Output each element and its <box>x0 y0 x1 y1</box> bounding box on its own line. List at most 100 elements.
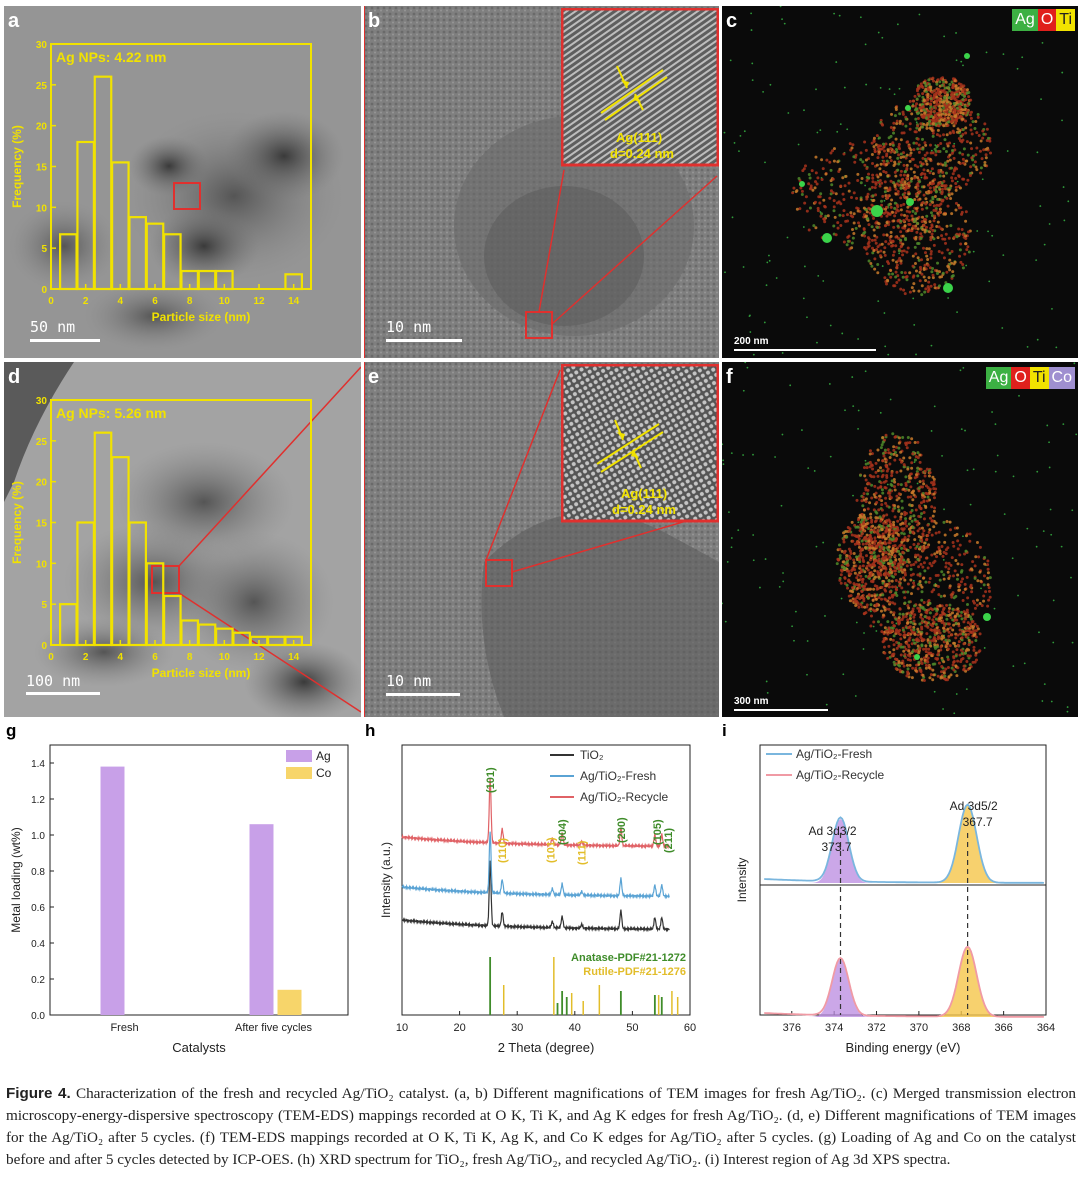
eds-dot <box>923 290 927 294</box>
eds-dot <box>922 122 926 126</box>
eds-dot <box>878 515 882 519</box>
eds-dot <box>1067 200 1070 203</box>
eds-dot <box>958 105 962 109</box>
eds-dot <box>892 448 896 452</box>
eds-dot <box>873 495 877 499</box>
eds-dot <box>916 147 920 151</box>
eds-dot <box>889 234 893 238</box>
eds-dot <box>860 590 864 594</box>
eds-dot <box>906 229 910 233</box>
eds-dot <box>862 597 866 601</box>
eds-dot <box>974 555 978 559</box>
eds-dot <box>913 219 917 223</box>
eds-dot <box>881 36 884 39</box>
eds-dot <box>893 602 897 606</box>
eds-dot <box>878 184 882 188</box>
eds-dot <box>858 565 862 569</box>
eds-dot <box>929 211 933 215</box>
eds-dot <box>942 626 946 630</box>
eds-dot <box>938 122 942 126</box>
eds-dot <box>829 179 833 183</box>
eds-dot <box>905 674 909 678</box>
eds-dot <box>842 152 846 156</box>
eds-dot <box>916 633 920 637</box>
eds-dot <box>880 122 884 126</box>
eds-dot <box>870 452 874 456</box>
eds-dot <box>947 103 951 107</box>
eds-dot <box>871 199 875 203</box>
eds-dot <box>921 228 925 232</box>
eds-dot <box>922 529 926 533</box>
eds-dot <box>928 516 932 520</box>
eds-dot <box>938 134 942 138</box>
eds-dot <box>946 655 950 659</box>
panel-c: c Ag O Ti 200 nm <box>722 6 1078 358</box>
eds-dot <box>894 187 898 191</box>
eds-dot <box>931 276 935 280</box>
eds-dot <box>977 555 981 559</box>
eds-dot <box>945 270 949 274</box>
eds-dot <box>842 540 846 544</box>
eds-dot <box>863 632 865 634</box>
eds-dot <box>897 153 901 157</box>
eds-dot <box>955 526 959 530</box>
eds-dot <box>962 610 966 614</box>
eds-dot <box>966 621 970 625</box>
eds-dot <box>966 632 970 636</box>
panel-label-h: h <box>365 721 376 740</box>
eds-dot <box>801 429 803 431</box>
eds-dot <box>842 537 846 541</box>
eds-dot <box>913 324 916 326</box>
eds-dot <box>968 173 972 177</box>
eds-dot <box>890 474 894 478</box>
eds-dot <box>965 659 969 663</box>
eds-dot <box>896 259 900 263</box>
eds-dot <box>976 230 979 232</box>
eds-dot <box>939 227 943 231</box>
eds-dot <box>961 577 965 581</box>
eds-dot <box>926 660 930 664</box>
eds-dot <box>925 214 929 218</box>
eds-dot <box>871 162 875 166</box>
eds-dot <box>888 462 892 466</box>
eds-dot <box>903 182 907 186</box>
eds-dot <box>946 642 950 646</box>
eds-dot <box>928 220 932 224</box>
eds-dot <box>877 565 881 569</box>
eds-dot <box>917 514 921 518</box>
eds-dot <box>922 168 926 172</box>
eds-dot <box>939 77 943 81</box>
eds-dot <box>858 586 862 590</box>
eds-dot <box>881 469 885 473</box>
eds-dot <box>876 245 880 249</box>
eds-dot <box>987 589 991 593</box>
eds-dot <box>877 575 881 579</box>
eds-dot <box>929 628 933 632</box>
eds-dot <box>885 159 889 163</box>
eds-dot <box>978 545 982 549</box>
eds-dot <box>903 226 907 230</box>
eds-dot <box>938 270 942 274</box>
eds-dot <box>954 201 958 205</box>
x-tick-label: 4 <box>118 296 124 307</box>
eds-dot <box>914 560 918 564</box>
eds-dot <box>907 474 911 478</box>
eds-dot <box>863 587 867 591</box>
eds-dot <box>895 281 899 285</box>
eds-dot <box>779 6 782 8</box>
eds-dot <box>910 592 914 596</box>
eds-dot <box>904 647 908 651</box>
eds-dot <box>909 179 913 183</box>
eds-dot <box>888 456 892 460</box>
legend-item-ti: Ti <box>1029 367 1049 389</box>
eds-dot <box>945 617 949 621</box>
eds-dot <box>883 312 886 314</box>
eds-dot <box>932 480 936 484</box>
eds-dot <box>876 572 880 576</box>
eds-dot <box>928 611 932 615</box>
eds-dot <box>964 429 966 432</box>
eds-dot <box>858 224 862 228</box>
eds-dot <box>910 112 914 116</box>
eds-dot <box>868 187 872 191</box>
eds-dot <box>742 266 745 268</box>
